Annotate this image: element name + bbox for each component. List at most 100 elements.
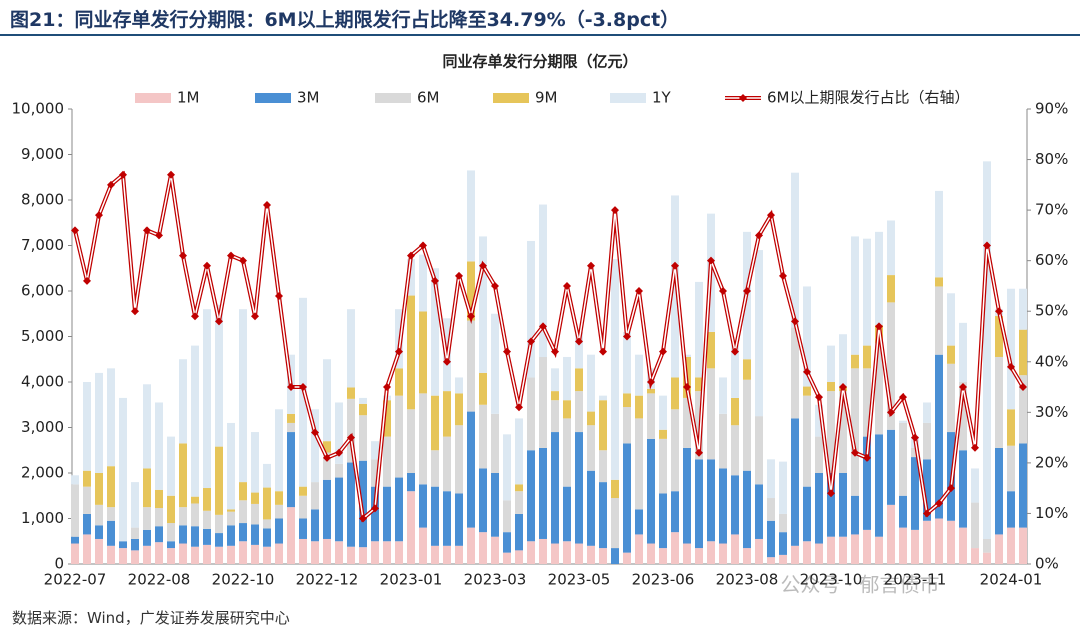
bar: [347, 462, 355, 547]
bar: [299, 495, 307, 519]
bar: [527, 450, 535, 542]
bar: [323, 452, 331, 480]
bar: [467, 320, 475, 412]
bar: [191, 546, 199, 564]
bar: [779, 513, 787, 533]
bar: [83, 486, 91, 514]
marker: [395, 347, 403, 356]
bar: [695, 548, 703, 564]
bar: [131, 482, 139, 528]
bar: [179, 507, 187, 526]
bar: [1019, 443, 1027, 528]
bar: [875, 536, 883, 564]
marker: [383, 383, 391, 392]
bar: [839, 536, 847, 564]
legend-swatch: [375, 93, 411, 103]
bar: [443, 545, 451, 564]
bar: [335, 477, 343, 542]
bar: [827, 391, 835, 473]
x-tick-label: 2024-01: [980, 571, 1043, 589]
marker: [1007, 362, 1015, 371]
marker: [239, 256, 247, 265]
bar: [767, 459, 775, 499]
legend-label: 3M: [297, 89, 320, 107]
bar: [791, 545, 799, 564]
bar: [431, 450, 439, 487]
bar: [923, 459, 931, 521]
marker: [503, 347, 511, 356]
bar: [275, 543, 283, 564]
marker: [947, 484, 955, 493]
bar: [119, 541, 127, 549]
bar: [299, 538, 307, 564]
bar: [659, 548, 667, 564]
marker: [863, 453, 871, 462]
bar: [239, 500, 247, 524]
marker: [779, 271, 787, 280]
bar: [959, 450, 967, 528]
bar: [395, 541, 403, 564]
marker: [407, 251, 415, 260]
bar: [443, 491, 451, 546]
bar: [611, 259, 619, 480]
bar: [143, 529, 151, 546]
bar: [83, 534, 91, 564]
bar: [947, 363, 955, 433]
x-tick-label: 2023-03: [464, 571, 527, 589]
bar: [1007, 445, 1015, 492]
bar: [575, 543, 583, 564]
bar: [935, 190, 943, 278]
marker: [551, 347, 559, 356]
bar: [695, 281, 703, 378]
bar: [563, 486, 571, 542]
bar: [623, 552, 631, 564]
bar: [383, 486, 391, 542]
marker: [899, 393, 907, 402]
bar: [575, 368, 583, 392]
bar: [83, 513, 91, 535]
y2-tick-label: 50%: [1035, 302, 1068, 320]
marker: [335, 448, 343, 457]
marker: [755, 231, 763, 240]
bar: [479, 236, 487, 373]
bar: [1019, 527, 1027, 564]
bar: [311, 409, 319, 483]
marker: [563, 281, 571, 290]
bar: [599, 395, 607, 401]
bar: [587, 411, 595, 426]
bar: [275, 491, 283, 505]
marker: [659, 347, 667, 356]
bar: [899, 422, 907, 496]
bar: [623, 331, 631, 394]
bar: [803, 395, 811, 487]
y2-tick-label: 70%: [1035, 201, 1068, 219]
bar: [515, 418, 523, 485]
bar: [563, 400, 571, 419]
marker: [623, 332, 631, 341]
bar: [143, 545, 151, 564]
bar: [623, 443, 631, 553]
bar: [203, 488, 211, 511]
bar: [683, 543, 691, 564]
bar: [431, 395, 439, 451]
bar: [419, 311, 427, 394]
bar: [803, 286, 811, 387]
bar: [863, 345, 871, 369]
bar: [551, 391, 559, 401]
x-tick-label: 2022-08: [128, 571, 191, 589]
marker: [299, 383, 307, 392]
legend-label: 9M: [535, 89, 558, 107]
bar: [455, 545, 463, 564]
figure-title: 图21：同业存单发行分期限：6M以上期限发行占比降至34.79%（-3.8pct…: [10, 9, 680, 31]
bar: [995, 447, 1003, 535]
bar: [443, 391, 451, 437]
bar: [239, 482, 247, 501]
marker: [539, 322, 547, 331]
bar: [143, 507, 151, 530]
bar: [671, 377, 679, 410]
bar: [515, 491, 523, 514]
bar: [107, 466, 115, 508]
bar: [107, 368, 115, 467]
bar: [371, 459, 379, 487]
bar: [407, 491, 415, 564]
